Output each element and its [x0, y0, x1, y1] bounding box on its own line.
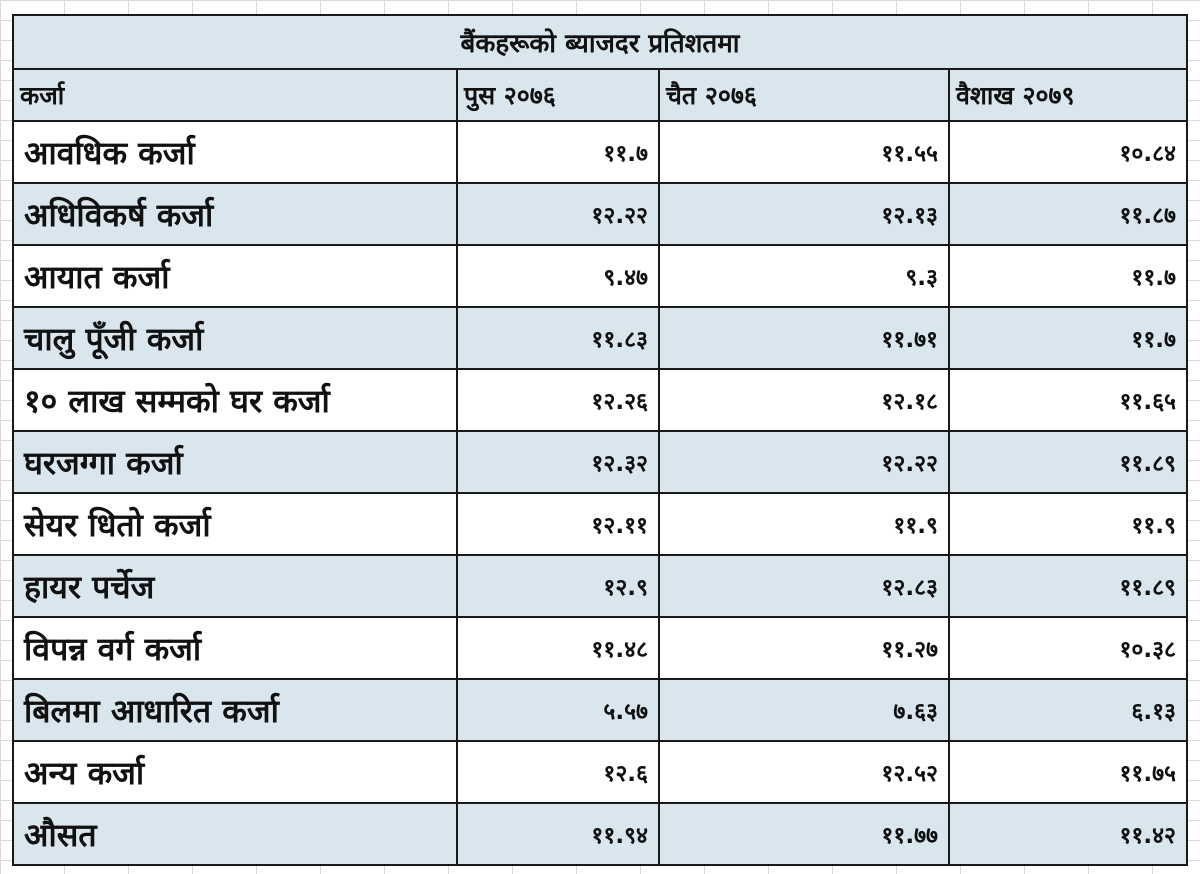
row-label-average[interactable]: औसत: [12, 802, 458, 866]
table-row: १० लाख सम्मको घर कर्जा १२.२६ १२.१८ ११.६५: [12, 368, 1189, 432]
header-cell-baishakh-2079[interactable]: वैशाख २०७९: [947, 68, 1189, 122]
row-label[interactable]: १० लाख सम्मको घर कर्जा: [12, 368, 458, 432]
rate-cell[interactable]: १२.८३: [658, 554, 950, 618]
table-row: हायर पर्चेज १२.९ १२.८३ ११.८९: [12, 554, 1189, 618]
row-label[interactable]: आयात कर्जा: [12, 244, 458, 308]
table-row: सेयर धितो कर्जा १२.११ ११.९ ११.९: [12, 492, 1189, 556]
rate-cell[interactable]: १२.३२: [456, 430, 660, 494]
row-label[interactable]: हायर पर्चेज: [12, 554, 458, 618]
row-label[interactable]: सेयर धितो कर्जा: [12, 492, 458, 556]
rate-cell[interactable]: ११.७५: [947, 740, 1189, 804]
table-title[interactable]: बैंकहरूको ब्याजदर प्रतिशतमा: [11, 14, 1189, 70]
row-label[interactable]: अधिविकर्ष कर्जा: [12, 182, 458, 246]
rate-cell[interactable]: ११.८७: [947, 182, 1189, 246]
header-row: कर्जा पुस २०७६ चैत २०७६ वैशाख २०७९: [12, 68, 1189, 122]
interest-rate-table: बैंकहरूको ब्याजदर प्रतिशतमा कर्जा पुस २०…: [11, 14, 1189, 866]
rate-cell[interactable]: १०.३८: [947, 616, 1189, 680]
header-cell-poush-2076[interactable]: पुस २०७६: [456, 68, 660, 122]
rate-cell[interactable]: १२.२२: [456, 182, 660, 246]
rate-cell[interactable]: ११.९४: [456, 802, 660, 866]
rate-cell[interactable]: १०.८४: [947, 120, 1189, 184]
rate-cell[interactable]: ११.६५: [947, 368, 1189, 432]
rate-cell[interactable]: १२.९: [456, 554, 660, 618]
row-label[interactable]: अन्य कर्जा: [12, 740, 458, 804]
table-title-row: बैंकहरूको ब्याजदर प्रतिशतमा: [11, 14, 1189, 70]
rate-cell[interactable]: ११.७: [456, 120, 660, 184]
rate-cell[interactable]: १२.११: [456, 492, 660, 556]
rate-cell[interactable]: १२.२२: [658, 430, 950, 494]
rate-cell[interactable]: १२.२६: [456, 368, 660, 432]
row-label[interactable]: बिलमा आधारित कर्जा: [12, 678, 458, 742]
table-row: आयात कर्जा ९.४७ ९.३ ११.७: [12, 244, 1189, 308]
table-row: बिलमा आधारित कर्जा ५.५७ ७.६३ ६.१३: [12, 678, 1189, 742]
rate-cell[interactable]: ६.१३: [947, 678, 1189, 742]
rate-cell[interactable]: ११.७: [947, 306, 1189, 370]
rate-cell[interactable]: ५.५७: [456, 678, 660, 742]
rate-cell[interactable]: ११.७: [947, 244, 1189, 308]
rate-cell[interactable]: ११.४८: [456, 616, 660, 680]
rate-cell[interactable]: ११.७७: [658, 802, 950, 866]
rate-cell[interactable]: ९.३: [658, 244, 950, 308]
row-label[interactable]: चालु पूँजी कर्जा: [12, 306, 458, 370]
rate-cell[interactable]: ११.८९: [947, 430, 1189, 494]
header-cell-chaitra-2076[interactable]: चैत २०७६: [658, 68, 950, 122]
table-row: विपन्न वर्ग कर्जा ११.४८ ११.२७ १०.३८: [12, 616, 1189, 680]
rate-cell[interactable]: ११.५५: [658, 120, 950, 184]
table-row: घरजग्गा कर्जा १२.३२ १२.२२ ११.८९: [12, 430, 1189, 494]
rate-cell[interactable]: १२.१८: [658, 368, 950, 432]
rate-cell[interactable]: ११.८३: [456, 306, 660, 370]
row-label[interactable]: आवधिक कर्जा: [12, 120, 458, 184]
average-row: औसत ११.९४ ११.७७ ११.४२: [12, 802, 1189, 866]
rate-cell[interactable]: ११.९: [947, 492, 1189, 556]
rate-cell[interactable]: ११.४२: [947, 802, 1189, 866]
table-row: आवधिक कर्जा ११.७ ११.५५ १०.८४: [12, 120, 1189, 184]
rate-cell[interactable]: १२.५२: [658, 740, 950, 804]
table-row: चालु पूँजी कर्जा ११.८३ ११.७१ ११.७: [12, 306, 1189, 370]
row-label[interactable]: विपन्न वर्ग कर्जा: [12, 616, 458, 680]
rate-cell[interactable]: ११.८९: [947, 554, 1189, 618]
rate-cell[interactable]: १२.१३: [658, 182, 950, 246]
table-row: अधिविकर्ष कर्जा १२.२२ १२.१३ ११.८७: [12, 182, 1189, 246]
rate-cell[interactable]: ११.९: [658, 492, 950, 556]
table-row: अन्य कर्जा १२.६ १२.५२ ११.७५: [12, 740, 1189, 804]
row-label[interactable]: घरजग्गा कर्जा: [12, 430, 458, 494]
header-cell-loan-type[interactable]: कर्जा: [12, 68, 458, 122]
rate-cell[interactable]: ७.६३: [658, 678, 950, 742]
rate-cell[interactable]: ९.४७: [456, 244, 660, 308]
rate-cell[interactable]: १२.६: [456, 740, 660, 804]
rate-cell[interactable]: ११.७१: [658, 306, 950, 370]
rate-cell[interactable]: ११.२७: [658, 616, 950, 680]
